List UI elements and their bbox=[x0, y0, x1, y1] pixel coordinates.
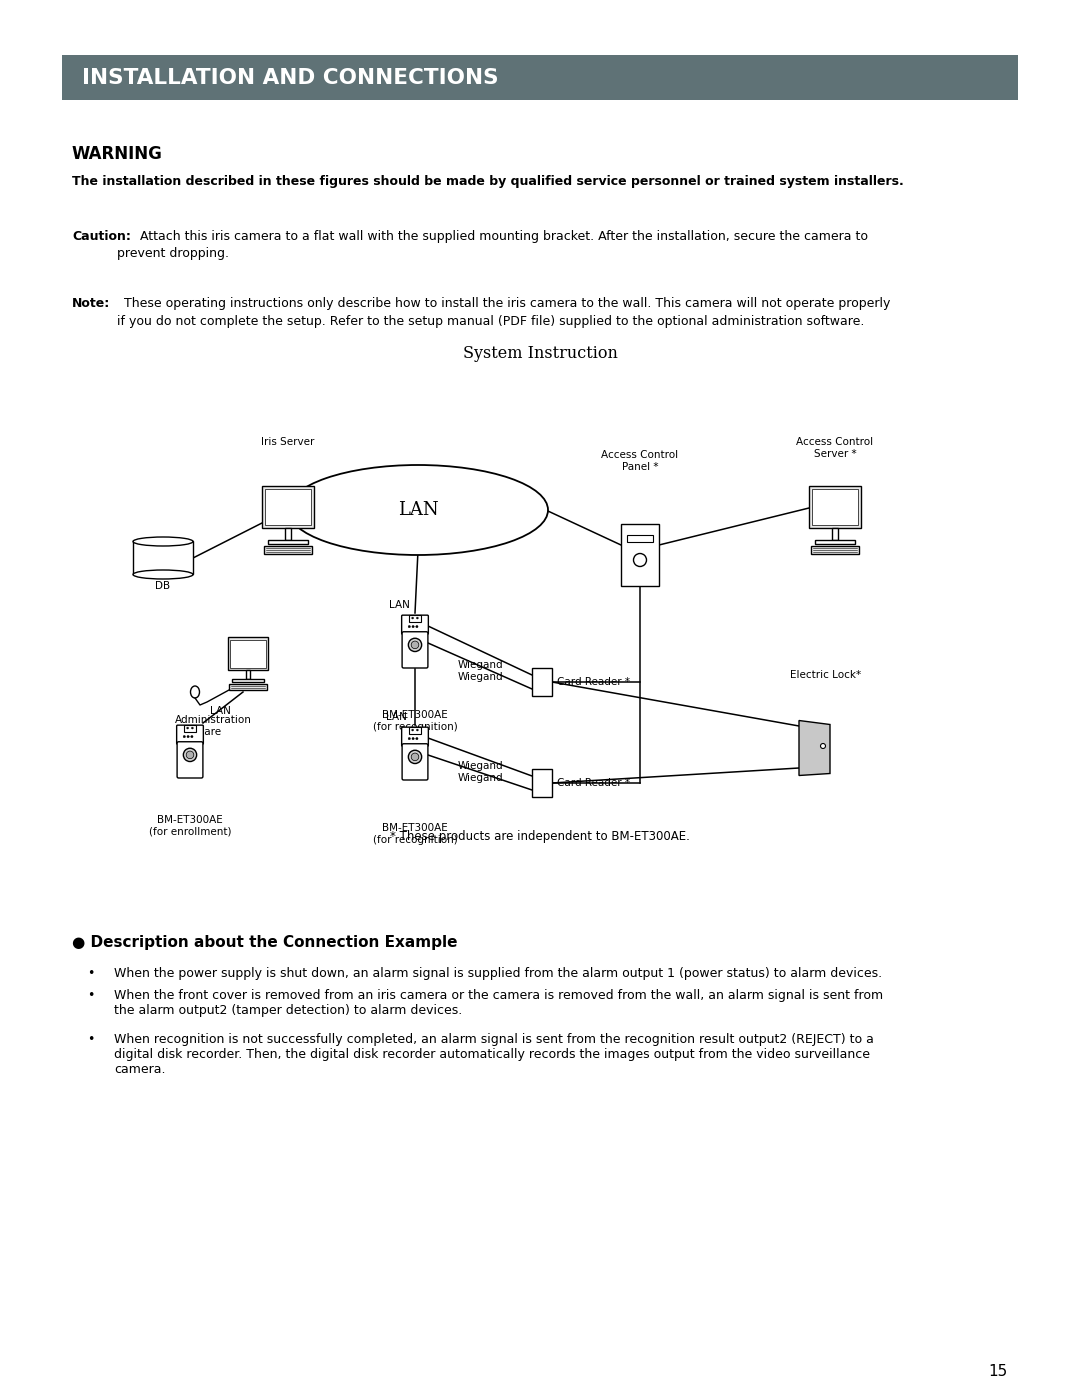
Text: Wiegand: Wiegand bbox=[457, 672, 503, 681]
Text: WARNING: WARNING bbox=[72, 145, 163, 164]
Bar bbox=[532, 667, 552, 695]
Circle shape bbox=[411, 641, 419, 649]
Text: Caution:: Caution: bbox=[72, 229, 131, 243]
Bar bbox=[409, 616, 421, 621]
Text: Card Reader *: Card Reader * bbox=[557, 778, 630, 788]
Text: LAN: LAN bbox=[389, 600, 410, 610]
Circle shape bbox=[408, 625, 410, 628]
Circle shape bbox=[184, 748, 197, 761]
Text: Access Control
Server *: Access Control Server * bbox=[796, 436, 874, 459]
Text: Access Control
Panel *: Access Control Panel * bbox=[602, 450, 678, 471]
Circle shape bbox=[191, 736, 193, 737]
Text: Electric Lock*: Electric Lock* bbox=[789, 670, 861, 680]
Circle shape bbox=[408, 638, 421, 652]
Text: When the power supply is shut down, an alarm signal is supplied from the alarm o: When the power supply is shut down, an a… bbox=[114, 967, 882, 981]
FancyBboxPatch shape bbox=[62, 55, 1018, 99]
Bar bbox=[262, 485, 314, 527]
FancyBboxPatch shape bbox=[402, 632, 428, 667]
Bar bbox=[621, 525, 659, 586]
Text: INSTALLATION AND CONNECTIONS: INSTALLATION AND CONNECTIONS bbox=[82, 67, 499, 88]
Text: System Instruction: System Instruction bbox=[462, 346, 618, 362]
Bar bbox=[812, 490, 858, 525]
Circle shape bbox=[411, 625, 415, 628]
Bar bbox=[627, 534, 653, 541]
Bar bbox=[232, 680, 264, 683]
Circle shape bbox=[411, 737, 415, 740]
Text: •: • bbox=[87, 989, 94, 1002]
Circle shape bbox=[184, 736, 186, 737]
Circle shape bbox=[416, 625, 418, 628]
Bar bbox=[811, 546, 859, 554]
FancyBboxPatch shape bbox=[177, 725, 203, 744]
Text: •: • bbox=[87, 1032, 94, 1046]
Bar bbox=[265, 490, 311, 525]
Bar bbox=[815, 540, 855, 544]
Bar bbox=[229, 684, 267, 690]
Text: BM-ET300AE
(for recognition): BM-ET300AE (for recognition) bbox=[373, 711, 457, 732]
Text: These operating instructions only describe how to install the iris camera to the: These operating instructions only descri… bbox=[124, 297, 890, 311]
Text: if you do not complete the setup. Refer to the setup manual (PDF file) supplied : if you do not complete the setup. Refer … bbox=[117, 315, 864, 327]
Text: When recognition is not successfully completed, an alarm signal is sent from the: When recognition is not successfully com… bbox=[114, 1032, 874, 1076]
Text: LAN: LAN bbox=[397, 501, 438, 519]
Text: prevent dropping.: prevent dropping. bbox=[117, 248, 229, 260]
Text: Wiegand: Wiegand bbox=[457, 774, 503, 783]
Text: Wiegand: Wiegand bbox=[457, 761, 503, 771]
Text: BM-ET300AE
(for enrollment): BM-ET300AE (for enrollment) bbox=[149, 816, 231, 837]
Text: ● Description about the Connection Example: ● Description about the Connection Examp… bbox=[72, 935, 458, 950]
Bar bbox=[230, 639, 266, 667]
Text: Iris Server: Iris Server bbox=[261, 436, 314, 448]
Bar bbox=[228, 637, 268, 670]
Circle shape bbox=[408, 750, 421, 764]
Circle shape bbox=[411, 617, 414, 618]
Circle shape bbox=[411, 753, 419, 761]
FancyBboxPatch shape bbox=[402, 727, 429, 746]
Text: 15: 15 bbox=[989, 1364, 1008, 1379]
Ellipse shape bbox=[133, 537, 193, 546]
Polygon shape bbox=[799, 720, 831, 775]
Bar bbox=[409, 727, 421, 734]
Text: * These products are independent to BM-ET300AE.: * These products are independent to BM-E… bbox=[390, 830, 690, 844]
Text: Attach this iris camera to a flat wall with the supplied mounting bracket. After: Attach this iris camera to a flat wall w… bbox=[140, 229, 868, 243]
Bar bbox=[245, 670, 251, 680]
Bar bbox=[264, 546, 312, 554]
Circle shape bbox=[191, 727, 193, 729]
Text: Card Reader *: Card Reader * bbox=[557, 677, 630, 687]
Circle shape bbox=[417, 729, 418, 732]
Text: Administration
Software: Administration Software bbox=[175, 715, 252, 737]
Ellipse shape bbox=[190, 686, 200, 698]
Ellipse shape bbox=[133, 569, 193, 579]
Text: Wiegand: Wiegand bbox=[457, 660, 503, 670]
Bar bbox=[268, 540, 308, 544]
Bar bbox=[133, 541, 193, 575]
Bar bbox=[532, 769, 552, 797]
FancyBboxPatch shape bbox=[402, 616, 429, 634]
Bar bbox=[809, 485, 861, 527]
FancyBboxPatch shape bbox=[177, 741, 203, 778]
Circle shape bbox=[186, 751, 193, 758]
Text: When the front cover is removed from an iris camera or the camera is removed fro: When the front cover is removed from an … bbox=[114, 989, 883, 1017]
Circle shape bbox=[187, 727, 189, 729]
Circle shape bbox=[411, 729, 414, 732]
Circle shape bbox=[187, 736, 189, 737]
Text: LAN: LAN bbox=[387, 712, 407, 722]
Circle shape bbox=[634, 554, 647, 567]
Circle shape bbox=[408, 737, 410, 740]
Text: LAN: LAN bbox=[210, 706, 231, 716]
Circle shape bbox=[417, 617, 418, 618]
FancyBboxPatch shape bbox=[402, 744, 428, 781]
Text: BM-ET300AE
(for recognition): BM-ET300AE (for recognition) bbox=[373, 823, 457, 845]
Text: The installation described in these figures should be made by qualified service : The installation described in these figu… bbox=[72, 175, 904, 187]
Circle shape bbox=[821, 743, 825, 748]
Bar bbox=[185, 725, 195, 732]
Ellipse shape bbox=[288, 464, 548, 555]
Text: DB: DB bbox=[156, 581, 171, 590]
Text: •: • bbox=[87, 967, 94, 981]
Bar bbox=[285, 527, 291, 540]
Circle shape bbox=[416, 737, 418, 740]
Text: Note:: Note: bbox=[72, 297, 110, 311]
Bar bbox=[832, 527, 838, 540]
